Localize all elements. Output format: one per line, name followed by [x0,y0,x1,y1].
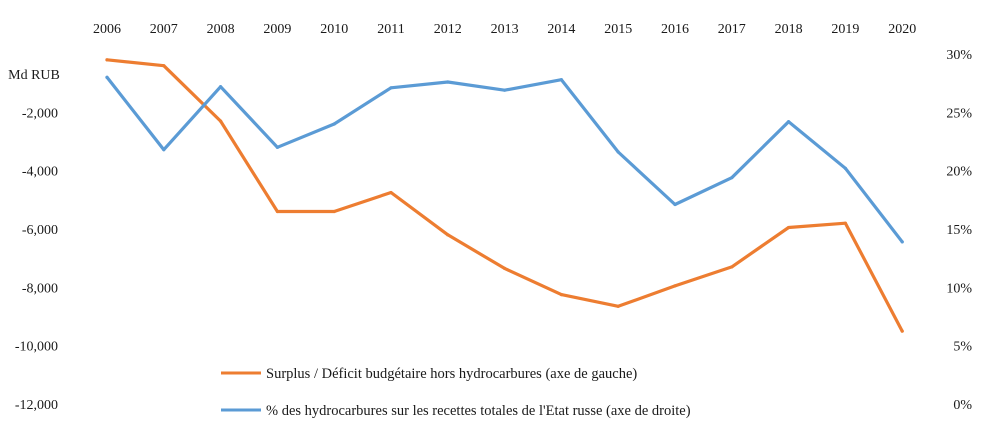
x-tick-label: 2019 [831,22,859,37]
data-point-surplus [616,304,620,308]
data-point-surplus [559,293,564,297]
x-tick-label: 2020 [888,22,916,37]
data-point-surplus [503,266,507,270]
x-tick-label: 2018 [775,22,803,37]
data-point-surplus [332,209,336,214]
x-tick-label: 2008 [207,22,235,37]
x-tick-label: 2010 [320,22,348,37]
data-point-hydrocarbures [446,80,450,84]
data-point-hydrocarbures [219,85,223,89]
left-axis-tick-labels: -2,000 -4,000 -6,000 -8,000 -10,000 -12,000 [15,106,58,413]
data-point-surplus [446,233,450,237]
legend-label-hydrocarbures: % des hydrocarbures sur les recettes tot… [266,403,691,419]
data-point-surplus [219,119,223,123]
x-tick-label: 2006 [93,22,121,37]
data-point-surplus [275,209,279,214]
data-point-surplus [900,329,904,333]
data-point-surplus [105,58,109,62]
left-tick-label: -10,000 [15,340,58,355]
left-axis-unit-label: Md RUB [8,68,60,83]
right-tick-label: 30% [946,48,972,63]
data-point-hydrocarbures [162,148,166,152]
x-tick-label: 2009 [263,22,291,37]
legend: Surplus / Déficit budgétaire hors hydroc… [221,366,691,419]
right-tick-label: 5% [953,340,972,355]
left-tick-label: -2,000 [22,106,58,121]
data-point-hydrocarbures [843,166,848,170]
right-tick-label: 15% [946,223,972,238]
data-point-hydrocarbures [105,75,109,79]
series-line-hydrocarbures [105,75,904,244]
data-point-hydrocarbures [503,88,507,92]
left-tick-label: -12,000 [15,398,58,413]
data-point-surplus [162,64,166,68]
x-tick-label: 2017 [718,22,746,37]
data-point-hydrocarbures [787,120,791,124]
left-tick-label: -6,000 [22,223,58,238]
data-point-surplus [389,190,393,195]
data-point-surplus [787,225,791,230]
data-point-hydrocarbures [730,176,734,180]
right-tick-label: 20% [946,165,972,180]
x-tick-label: 2011 [377,22,404,37]
x-tick-label: 2007 [150,22,178,37]
x-tick-label: 2014 [547,22,575,37]
x-tick-label: 2012 [434,22,462,37]
data-point-hydrocarbures [673,202,677,207]
data-point-surplus [730,265,734,269]
left-tick-label: -8,000 [22,281,58,296]
data-point-hydrocarbures [275,145,279,149]
x-tick-label: 2015 [604,22,632,37]
series-lines [105,58,904,333]
data-point-hydrocarbures [559,78,564,82]
x-axis-tick-labels: 2006 2007 2008 2009 2010 2011 2012 2013 2014 2015… [93,22,916,37]
data-point-hydrocarbures [616,150,620,154]
data-point-surplus [673,284,677,288]
data-point-hydrocarbures [332,122,336,126]
right-tick-label: 0% [953,398,972,413]
data-point-surplus [843,221,848,225]
x-tick-label: 2016 [661,22,689,37]
right-tick-label: 25% [946,106,972,121]
data-point-hydrocarbures [900,240,904,244]
data-point-hydrocarbures [389,86,393,90]
right-tick-label: 10% [946,281,972,296]
left-tick-label: -4,000 [22,165,58,180]
legend-label-surplus: Surplus / Déficit budgétaire hors hydroc… [266,366,637,382]
right-axis-tick-labels: 30% 25% 20% 15% 10% 5% 0% [946,48,972,413]
series-line-surplus [105,58,904,333]
x-tick-label: 2013 [491,22,519,37]
